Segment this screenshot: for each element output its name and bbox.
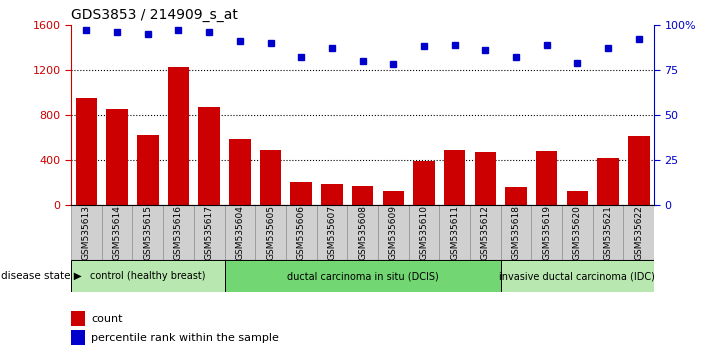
Bar [597,158,619,205]
Text: GSM535618: GSM535618 [511,205,520,260]
Bar [501,260,654,292]
Text: GDS3853 / 214909_s_at: GDS3853 / 214909_s_at [71,8,238,22]
Bar [107,109,128,205]
Text: GSM535621: GSM535621 [604,205,613,260]
Bar [383,191,404,205]
Bar [378,205,409,260]
Text: GSM535612: GSM535612 [481,205,490,260]
Text: GSM535604: GSM535604 [235,205,245,260]
Bar [321,184,343,205]
Text: GSM535614: GSM535614 [112,205,122,260]
Text: GSM535615: GSM535615 [144,205,152,260]
Bar [71,311,85,326]
Bar [413,161,434,205]
Bar [286,205,316,260]
Bar [444,150,466,205]
Text: invasive ductal carcinoma (IDC): invasive ductal carcinoma (IDC) [499,271,656,281]
Bar [71,205,102,260]
Text: percentile rank within the sample: percentile rank within the sample [91,333,279,343]
Bar [71,260,225,292]
Text: GSM535613: GSM535613 [82,205,91,260]
Text: GSM535611: GSM535611 [450,205,459,260]
Text: GSM535608: GSM535608 [358,205,367,260]
Bar [470,205,501,260]
Text: GSM535610: GSM535610 [419,205,429,260]
Bar [316,205,347,260]
Bar [347,205,378,260]
Bar [439,205,470,260]
Bar [567,191,588,205]
Text: disease state ▶: disease state ▶ [1,271,82,281]
Bar [255,205,286,260]
Bar [137,135,159,205]
Bar [225,260,501,292]
Text: control (healthy breast): control (healthy breast) [90,271,205,281]
Bar [75,98,97,205]
Bar [352,185,373,205]
Bar [291,182,312,205]
Bar [506,187,527,205]
Bar [624,205,654,260]
Bar [163,205,194,260]
Bar [628,137,650,205]
Bar [593,205,624,260]
Bar [260,150,282,205]
Bar [225,205,255,260]
Text: count: count [91,314,122,324]
Bar [229,139,250,205]
Text: GSM535605: GSM535605 [266,205,275,260]
Text: GSM535619: GSM535619 [542,205,551,260]
Text: GSM535607: GSM535607 [328,205,336,260]
Text: GSM535617: GSM535617 [205,205,214,260]
Text: GSM535609: GSM535609 [389,205,397,260]
Bar [198,107,220,205]
Text: ductal carcinoma in situ (DCIS): ductal carcinoma in situ (DCIS) [287,271,439,281]
Text: GSM535620: GSM535620 [573,205,582,260]
Bar [536,151,557,205]
Bar [168,67,189,205]
Bar [562,205,593,260]
Bar [475,152,496,205]
Bar [531,205,562,260]
Bar [194,205,225,260]
Text: GSM535622: GSM535622 [634,205,643,260]
Text: GSM535606: GSM535606 [296,205,306,260]
Text: GSM535616: GSM535616 [174,205,183,260]
Bar [409,205,439,260]
Bar [132,205,163,260]
Bar [501,205,531,260]
Bar [71,330,85,345]
Bar [102,205,132,260]
